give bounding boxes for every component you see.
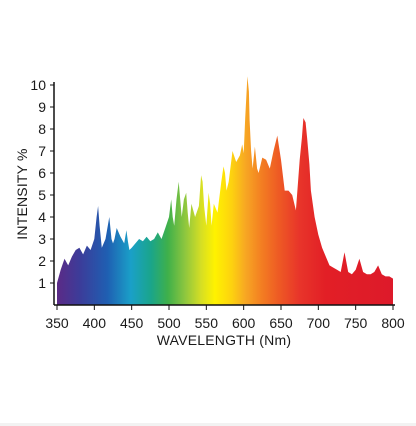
x-tick-label: 550 [195,315,219,331]
spectrum-area [57,76,393,305]
y-tick-label: 7 [38,143,46,159]
x-tick-label: 500 [157,315,181,331]
x-tick-label: 750 [344,315,368,331]
x-tick-label: 350 [45,315,69,331]
y-tick-label: 5 [38,187,46,203]
x-axis-title: WAVELENGTH (Nm) [157,332,291,348]
y-tick-label: 1 [38,275,46,291]
y-tick-label: 2 [38,253,46,269]
x-tick-label: 450 [120,315,144,331]
y-tick-label: 4 [38,209,46,225]
x-tick-label: 400 [83,315,107,331]
x-tick-label: 800 [381,315,405,331]
x-axis-ticks: 350 400 450 500 550 600 650 700 750 800 [45,305,405,331]
y-axis-ticks: 1 2 3 4 5 6 7 8 9 10 [30,77,54,291]
y-tick-label: 8 [38,121,46,137]
plot-area [57,76,393,305]
y-tick-label: 10 [30,77,46,93]
x-tick-label: 600 [232,315,256,331]
y-axis-title: INTENSITY % [14,148,30,239]
y-tick-label: 6 [38,165,46,181]
x-tick-label: 700 [307,315,331,331]
y-tick-label: 3 [38,231,46,247]
bottom-divider [0,423,416,426]
x-tick-label: 650 [269,315,293,331]
y-tick-label: 9 [38,99,46,115]
